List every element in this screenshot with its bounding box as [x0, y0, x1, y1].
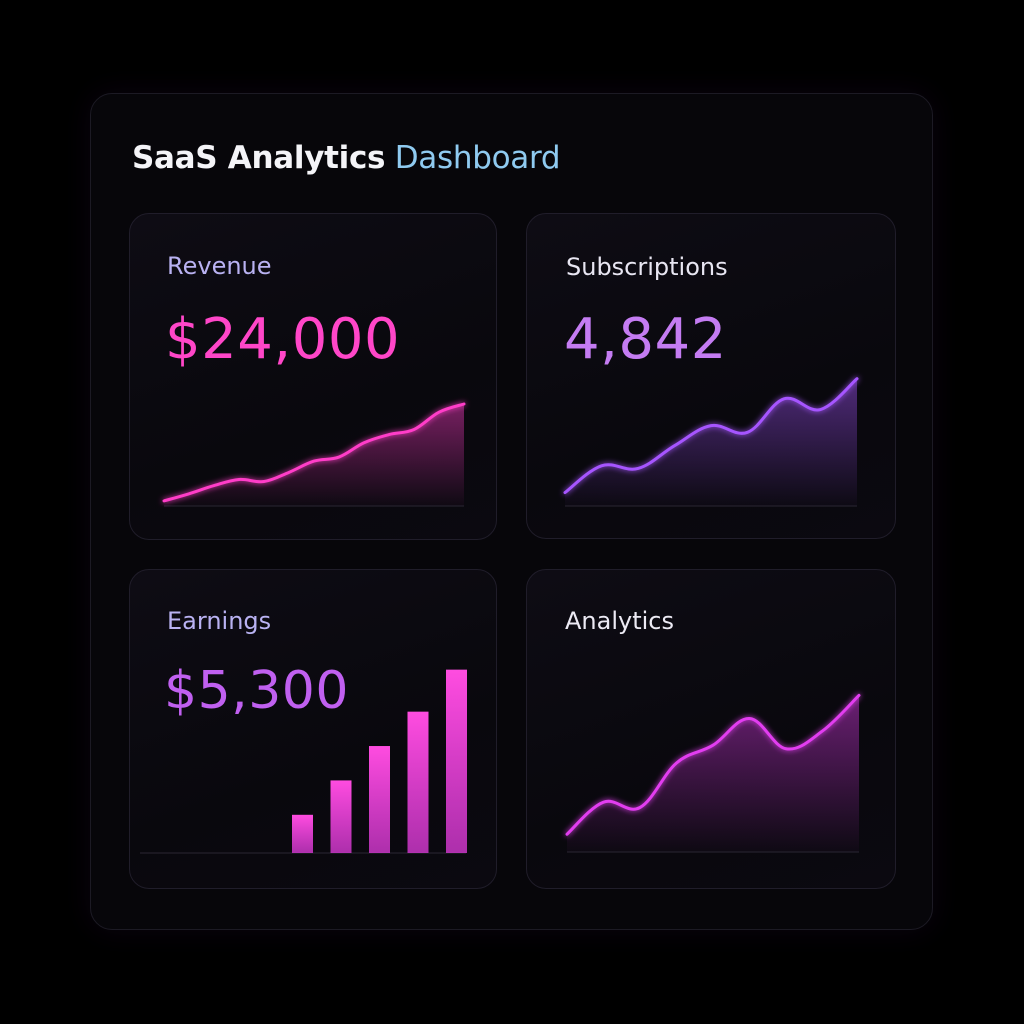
earnings-bar — [292, 814, 313, 853]
revenue-label: Revenue — [167, 252, 272, 280]
subscriptions-value: 4,842 — [564, 307, 727, 372]
subscriptions-card[interactable]: Subscriptions 4,842 — [526, 213, 896, 539]
earnings-label: Earnings — [167, 607, 272, 635]
analytics-area — [567, 695, 859, 852]
analytics-label: Analytics — [565, 607, 674, 635]
analytics-chart — [565, 693, 861, 853]
analytics-card[interactable]: Analytics — [526, 569, 896, 889]
earnings-card[interactable]: Earnings $5,300 — [129, 569, 497, 889]
earnings-chart — [140, 669, 467, 854]
revenue-card[interactable]: Revenue $24,000 — [129, 213, 497, 540]
earnings-bar — [407, 711, 429, 853]
revenue-chart — [162, 402, 466, 507]
earnings-bar — [330, 780, 352, 853]
title-secondary: Dashboard — [394, 140, 561, 176]
earnings-bar — [369, 746, 390, 853]
title-primary: SaaS Analytics — [132, 140, 386, 176]
page-title: SaaS Analytics Dashboard — [132, 138, 561, 178]
earnings-value: $5,300 — [164, 661, 349, 721]
subscriptions-chart — [563, 377, 859, 507]
revenue-area — [164, 404, 464, 506]
earnings-bar — [446, 669, 467, 853]
subscriptions-area — [565, 378, 857, 506]
subscriptions-label: Subscriptions — [566, 253, 728, 281]
revenue-value: $24,000 — [165, 307, 401, 372]
